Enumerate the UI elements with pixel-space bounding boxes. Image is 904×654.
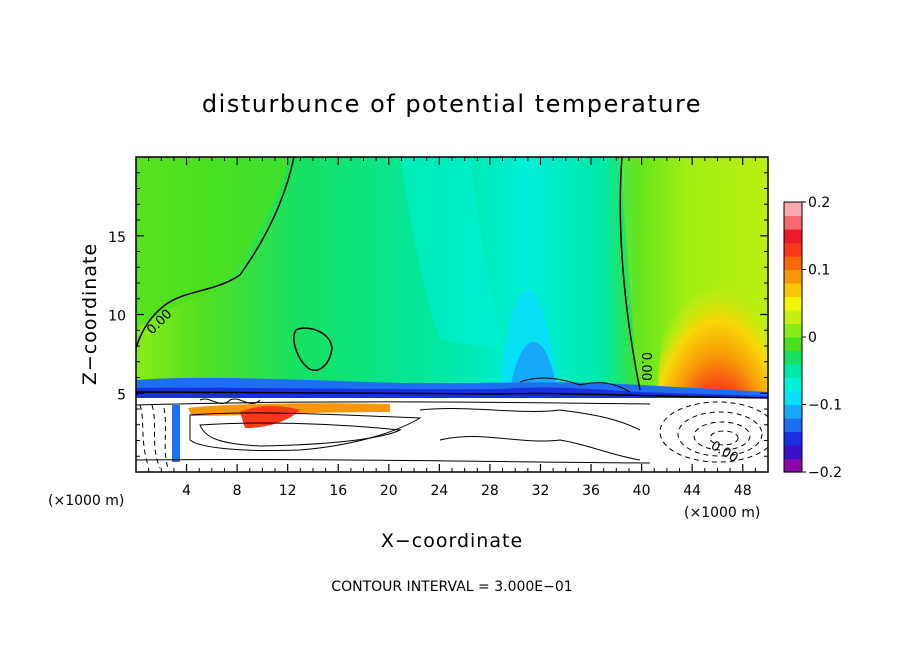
y-axis-ticks: 5 10 15	[108, 172, 768, 457]
x-tick-label: 16	[329, 483, 347, 499]
cold-column	[172, 405, 180, 462]
colorbar-swatch	[784, 431, 802, 446]
colorbar-swatch	[784, 364, 802, 379]
colorbar-swatch	[784, 242, 802, 257]
interface-ripple	[519, 377, 631, 393]
colorbar-swatch	[784, 323, 802, 338]
x-tick-label: 40	[633, 483, 651, 499]
y-tick-label: 10	[108, 309, 126, 325]
y-tick-label: 5	[117, 387, 126, 403]
colorbar-tick-label: −0.1	[808, 398, 842, 414]
colorbar: 0.2 0.1 0 −0.1 −0.2	[783, 195, 842, 481]
lower-contour-d	[439, 435, 641, 461]
colorbar-swatch	[784, 377, 802, 392]
interface-wave	[199, 398, 261, 405]
x-tick-label: 44	[683, 483, 701, 499]
colorbar-swatch	[784, 283, 802, 298]
x-axis-ticks: 4 8 12 16 20 24 28 32 36 40 44 48	[148, 157, 756, 499]
lower-contour-a	[189, 412, 422, 452]
colorbar-tick-label: 0	[808, 330, 817, 346]
interface-contour	[136, 391, 768, 399]
x-tick-label: 36	[582, 483, 600, 499]
colorbar-swatch	[784, 269, 802, 284]
x-tick-label: 32	[532, 483, 550, 499]
lower-contour-c	[419, 408, 641, 431]
colorbar-tick-label: 0.1	[808, 263, 830, 279]
contour-interval-note: CONTOUR INTERVAL = 3.000E−01	[331, 579, 572, 595]
y-tick-label: 15	[108, 230, 126, 246]
colorbar-swatch	[784, 229, 802, 244]
x-tick-label: 4	[182, 483, 191, 499]
lower-contour-b	[199, 422, 402, 447]
colorbar-swatch	[784, 350, 802, 365]
negative-contours	[139, 401, 768, 469]
x-tick-label: 28	[481, 483, 499, 499]
lower-contour-f	[136, 458, 651, 464]
colorbar-swatch	[784, 310, 802, 325]
y-axis-label: Z−coordinate	[79, 243, 101, 385]
lower-contour-e	[136, 401, 651, 406]
x-units-right: (×1000 m)	[684, 505, 760, 521]
colorbar-swatch	[784, 418, 802, 433]
warm-streak-core	[240, 406, 300, 428]
mid-plume	[400, 157, 505, 350]
colorbar-swatch	[784, 391, 802, 406]
x-tick-label: 48	[734, 483, 752, 499]
x-axis-label: X−coordinate	[381, 530, 523, 552]
colorbar-swatch	[784, 202, 802, 217]
x-tick-label: 20	[380, 483, 398, 499]
colorbar-swatch	[784, 458, 802, 473]
x-tick-label: 8	[233, 483, 242, 499]
x-units-left: (×1000 m)	[48, 493, 124, 509]
colorbar-swatch	[784, 404, 802, 419]
colorbar-tick-label: −0.2	[808, 465, 842, 481]
colorbar-tick-label: 0.2	[808, 195, 830, 211]
colorbar-swatch	[784, 337, 802, 352]
closed-contour	[293, 327, 333, 371]
upper-left-region	[136, 157, 290, 330]
colorbar-swatch	[784, 256, 802, 271]
x-tick-label: 12	[279, 483, 297, 499]
colorbar-swatch	[784, 445, 802, 460]
contour-label-right: 0.00	[638, 352, 653, 381]
contour-lines	[136, 157, 768, 464]
zero-contour-left	[136, 157, 295, 349]
chart-title: disturbunce of potential temperature	[202, 90, 702, 118]
colorbar-swatch	[784, 215, 802, 230]
x-tick-label: 24	[430, 483, 448, 499]
plot-field	[136, 157, 768, 472]
zero-contour-right	[619, 157, 641, 391]
colorbar-swatch	[784, 296, 802, 311]
